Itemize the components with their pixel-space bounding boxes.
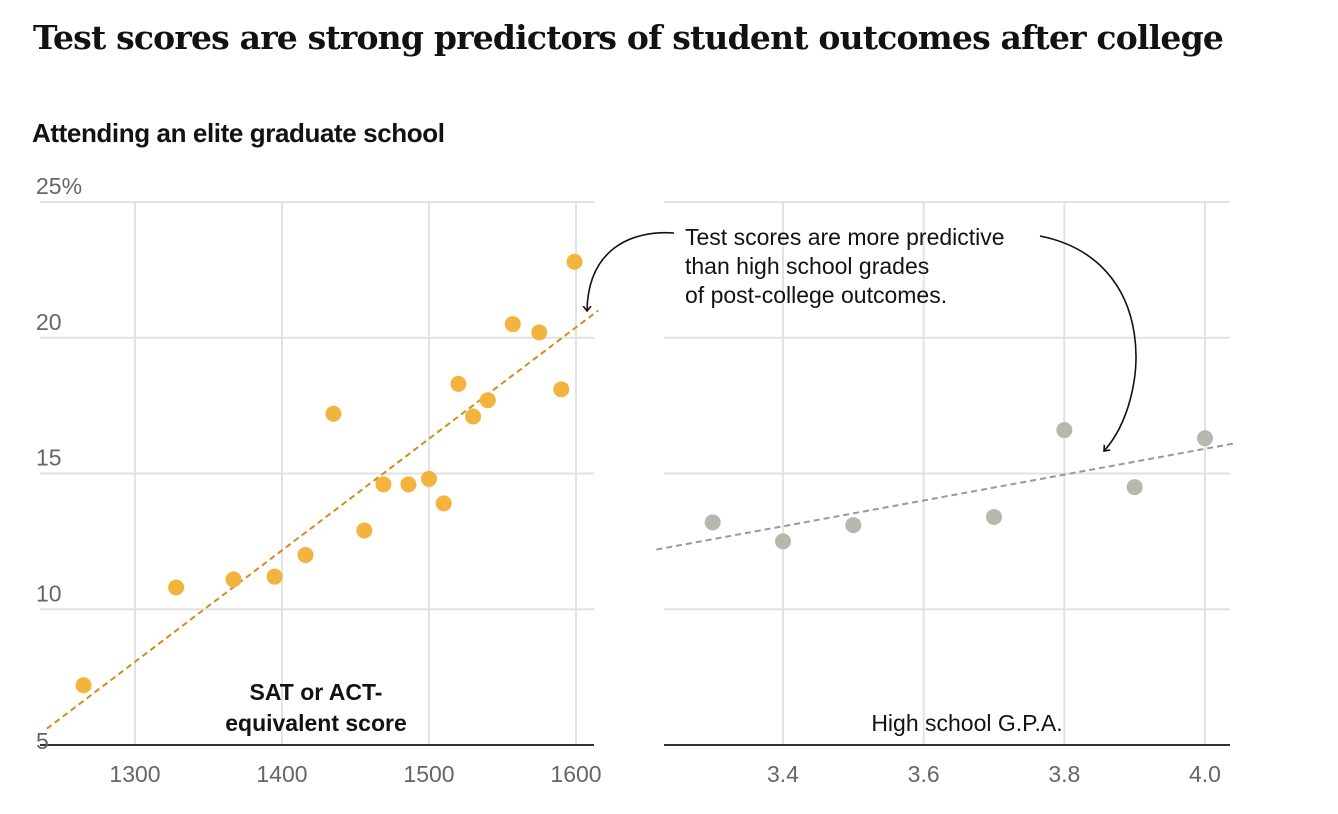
gpa-data-point bbox=[1056, 422, 1073, 439]
x-axis-label: SAT or ACT- bbox=[250, 679, 383, 705]
sat-data-point bbox=[504, 316, 521, 333]
sat-data-point bbox=[325, 405, 342, 422]
sat-data-point bbox=[421, 470, 437, 487]
sat-data-point bbox=[479, 392, 496, 409]
y-tick-label: 20 bbox=[36, 309, 62, 335]
annotation: Test scores are more predictive than hig… bbox=[587, 224, 1137, 451]
annotation-line-2: than high school grades bbox=[685, 253, 929, 279]
gpa-data-point bbox=[1126, 479, 1143, 496]
annotation-line-1: Test scores are more predictive bbox=[685, 224, 1005, 250]
sat-data-point bbox=[75, 677, 92, 694]
sat-data-point bbox=[531, 324, 548, 341]
gpa-data-point bbox=[986, 508, 1002, 525]
gpa-data-point bbox=[704, 514, 721, 531]
annotation-line-3: of post-college outcomes. bbox=[685, 282, 947, 308]
label-layer: 1300 1400 1500 1600 SAT or ACT-equivalent sc… bbox=[36, 173, 1221, 787]
gpa-trendline bbox=[656, 442, 1234, 551]
trend-layer bbox=[46, 309, 1234, 730]
x-tick-label: 1500 bbox=[403, 761, 454, 787]
y-tick-label: 10 bbox=[36, 580, 62, 606]
sat-data-point bbox=[553, 381, 570, 398]
x-axis-label: High school G.P.A. bbox=[871, 710, 1062, 736]
chart-subtitle: Attending an elite graduate school bbox=[32, 118, 445, 148]
grid-layer bbox=[40, 201, 1230, 745]
x-tick-label: 1600 bbox=[550, 761, 601, 787]
gpa-data-point bbox=[1197, 430, 1213, 447]
sat-data-point bbox=[356, 522, 373, 539]
x-tick-label: 1400 bbox=[256, 761, 307, 787]
sat-trendline bbox=[46, 309, 599, 730]
sat-data-point bbox=[465, 408, 482, 425]
chart-title: Test scores are strong predictors of stu… bbox=[33, 18, 1224, 57]
sat-data-point bbox=[435, 495, 452, 512]
x-tick-label: 1300 bbox=[109, 761, 160, 787]
sat-data-point bbox=[400, 476, 417, 493]
sat-data-point bbox=[297, 546, 314, 563]
sat-data-point bbox=[266, 568, 283, 585]
annotation-arrow-right bbox=[1039, 235, 1137, 451]
sat-data-point bbox=[375, 476, 392, 493]
sat-data-point bbox=[566, 253, 583, 270]
x-axis-label: equivalent score bbox=[225, 710, 407, 736]
sat-data-point bbox=[450, 375, 467, 392]
gpa-data-point bbox=[775, 533, 791, 550]
x-tick-label: 3.4 bbox=[767, 761, 799, 787]
y-tick-label: 15 bbox=[36, 445, 62, 471]
y-tick-label: 25% bbox=[36, 173, 82, 199]
gpa-data-point bbox=[845, 517, 862, 534]
point-layer bbox=[75, 253, 1213, 694]
sat-data-point bbox=[168, 579, 185, 596]
sat-data-point bbox=[225, 571, 242, 588]
x-tick-label: 3.8 bbox=[1048, 761, 1080, 787]
annotation-arrow-left bbox=[587, 231, 675, 311]
x-tick-label: 4.0 bbox=[1189, 761, 1221, 787]
x-tick-label: 3.6 bbox=[908, 761, 940, 787]
y-tick-label: 5 bbox=[36, 728, 49, 754]
